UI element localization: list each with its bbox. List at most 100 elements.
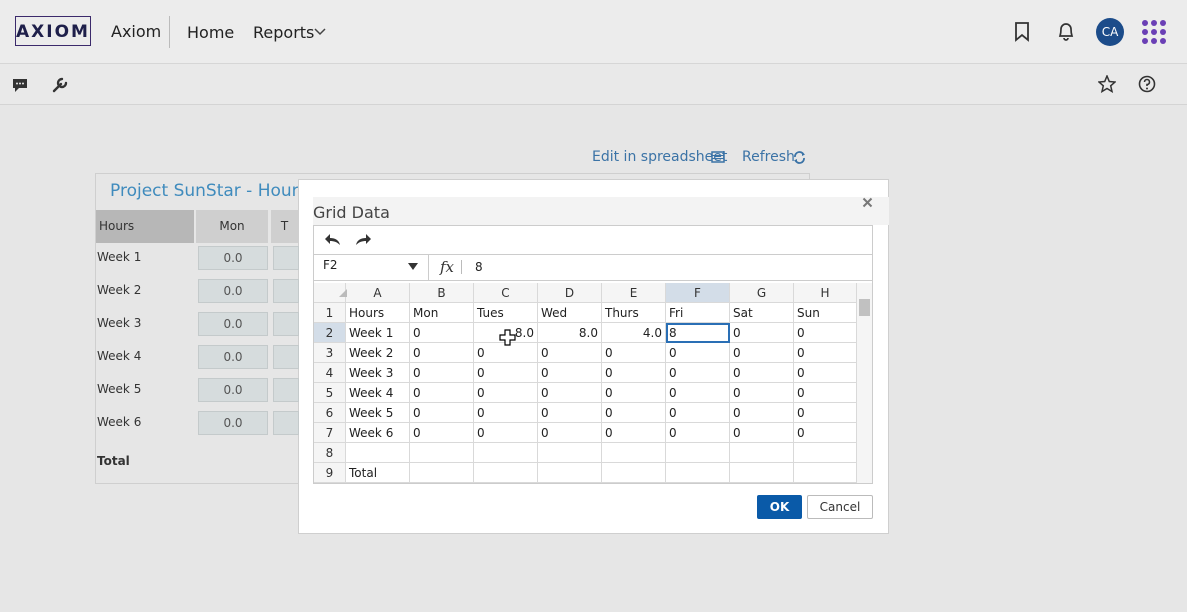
- cell[interactable]: [730, 463, 794, 483]
- nav-link[interactable]: Home: [187, 23, 235, 42]
- cell[interactable]: [602, 443, 666, 463]
- cell[interactable]: 0: [602, 363, 666, 383]
- cell[interactable]: 0: [602, 343, 666, 363]
- cell[interactable]: 0: [410, 403, 474, 423]
- cell[interactable]: 0: [730, 343, 794, 363]
- cell[interactable]: 0: [474, 363, 538, 383]
- select-all[interactable]: [339, 289, 347, 297]
- cell[interactable]: 0: [730, 423, 794, 443]
- cell[interactable]: [410, 463, 474, 483]
- cell[interactable]: 0: [410, 383, 474, 403]
- cell[interactable]: [730, 443, 794, 463]
- apps-icon[interactable]: [1141, 19, 1167, 45]
- hours-input[interactable]: [273, 378, 299, 402]
- cell[interactable]: Week 2: [346, 343, 410, 363]
- close-button[interactable]: [862, 197, 873, 208]
- cell[interactable]: 0: [666, 403, 730, 423]
- cell[interactable]: 0: [794, 343, 857, 363]
- cell[interactable]: 0: [730, 323, 794, 343]
- cell[interactable]: [794, 443, 857, 463]
- cell[interactable]: 0: [474, 383, 538, 403]
- cell[interactable]: Hours: [346, 303, 410, 323]
- cell[interactable]: Thurs: [602, 303, 666, 323]
- cell[interactable]: 0: [666, 343, 730, 363]
- cell[interactable]: [666, 463, 730, 483]
- cell[interactable]: 0: [410, 423, 474, 443]
- cell[interactable]: 0: [474, 403, 538, 423]
- cell[interactable]: 0: [794, 323, 857, 343]
- cell[interactable]: Week 4: [346, 383, 410, 403]
- name-box-dropdown[interactable]: [408, 263, 418, 270]
- cell[interactable]: Total: [346, 463, 410, 483]
- cell[interactable]: 0: [410, 343, 474, 363]
- hours-input[interactable]: 0.0: [198, 279, 268, 303]
- cell[interactable]: [474, 443, 538, 463]
- edit-spreadsheet-link[interactable]: Edit in spreadsheet: [592, 149, 728, 165]
- cell[interactable]: 0: [538, 343, 602, 363]
- cell[interactable]: Mon: [410, 303, 474, 323]
- cell[interactable]: [474, 463, 538, 483]
- redo-button[interactable]: [354, 233, 372, 247]
- hours-input[interactable]: [273, 345, 299, 369]
- cell[interactable]: 0: [666, 383, 730, 403]
- scroll-thumb[interactable]: [859, 299, 870, 316]
- cell[interactable]: Tues: [474, 303, 538, 323]
- cell[interactable]: 0: [538, 423, 602, 443]
- bookmark-icon[interactable]: [1013, 22, 1031, 42]
- cell[interactable]: [410, 443, 474, 463]
- cell[interactable]: 8: [666, 323, 730, 343]
- name-box[interactable]: [314, 255, 429, 280]
- wrench-icon[interactable]: [52, 76, 69, 93]
- hours-input[interactable]: 0.0: [198, 378, 268, 402]
- refresh-link[interactable]: Refresh: [742, 149, 795, 165]
- cell[interactable]: 0: [538, 363, 602, 383]
- cell[interactable]: 0: [730, 363, 794, 383]
- cell[interactable]: 0: [794, 423, 857, 443]
- cell[interactable]: 0: [730, 403, 794, 423]
- cell[interactable]: Sun: [794, 303, 857, 323]
- undo-button[interactable]: [324, 233, 342, 247]
- cell[interactable]: 8.0: [538, 323, 602, 343]
- nav-link[interactable]: Reports: [253, 23, 315, 42]
- cell[interactable]: 0: [602, 403, 666, 423]
- comment-icon[interactable]: [11, 77, 29, 93]
- cell[interactable]: 0: [602, 383, 666, 403]
- ok-button[interactable]: OK: [757, 495, 802, 519]
- cell[interactable]: 0: [794, 363, 857, 383]
- hours-input[interactable]: 0.0: [198, 246, 268, 270]
- bell-icon[interactable]: [1057, 22, 1075, 42]
- cell[interactable]: 0: [794, 403, 857, 423]
- cell[interactable]: 0: [602, 423, 666, 443]
- hours-input[interactable]: [273, 279, 299, 303]
- cell[interactable]: 4.0: [602, 323, 666, 343]
- cell[interactable]: 0: [474, 343, 538, 363]
- hours-input[interactable]: [273, 312, 299, 336]
- cell[interactable]: 0: [730, 383, 794, 403]
- cell[interactable]: [538, 443, 602, 463]
- cell[interactable]: 0: [666, 423, 730, 443]
- cell[interactable]: 0: [410, 363, 474, 383]
- help-icon[interactable]: [1138, 75, 1156, 93]
- cell[interactable]: 0: [666, 363, 730, 383]
- cell[interactable]: Week 1: [346, 323, 410, 343]
- cell[interactable]: Sat: [730, 303, 794, 323]
- cell[interactable]: 0: [410, 323, 474, 343]
- cell[interactable]: Wed: [538, 303, 602, 323]
- cell[interactable]: [602, 463, 666, 483]
- cell[interactable]: [538, 463, 602, 483]
- cell[interactable]: [346, 443, 410, 463]
- cell[interactable]: Fri: [666, 303, 730, 323]
- cell[interactable]: 0: [794, 383, 857, 403]
- cell[interactable]: [666, 443, 730, 463]
- cell[interactable]: 0: [538, 403, 602, 423]
- cell[interactable]: Week 3: [346, 363, 410, 383]
- star-icon[interactable]: [1098, 75, 1116, 93]
- hours-input[interactable]: 0.0: [198, 312, 268, 336]
- hours-input[interactable]: 0.0: [198, 411, 268, 435]
- cell[interactable]: 0: [538, 383, 602, 403]
- hours-input[interactable]: 0.0: [198, 345, 268, 369]
- cell[interactable]: [794, 463, 857, 483]
- cell[interactable]: 0: [474, 423, 538, 443]
- cancel-button[interactable]: Cancel: [807, 495, 873, 519]
- formula-input[interactable]: 8: [475, 260, 483, 274]
